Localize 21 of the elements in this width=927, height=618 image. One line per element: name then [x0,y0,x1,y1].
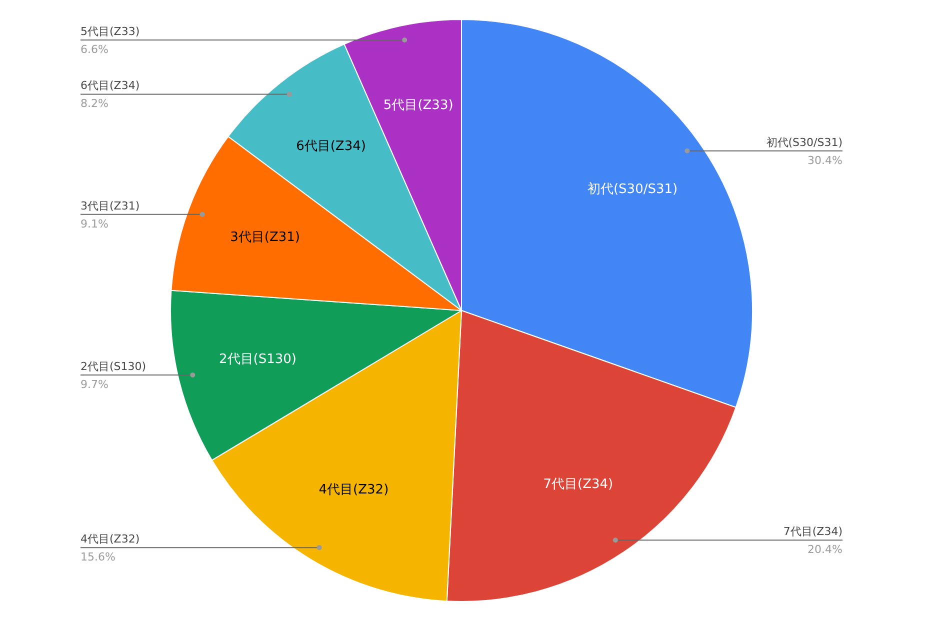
data-label: 15.6% [80,550,116,564]
data-label: 20.4% [808,543,843,556]
slice-label: 6代目(Z34) [296,139,366,154]
data-label: 9.1% [80,217,108,230]
slice-label: 2代目(S130) [80,360,146,374]
slice-label: 5代目(Z33) [80,24,140,38]
slice-label: 2代目(S130) [219,352,297,367]
slice-label: 3代目(Z31) [80,199,140,212]
slice-label: 6代目(Z34) [80,79,140,92]
slice-label: 5代目(Z33) [383,98,454,113]
slice-label: 4代目(Z32) [80,532,140,546]
slice-label: 初代(S30/S31) [766,136,842,149]
data-label: 30.4% [808,154,843,167]
slice-label: 3代目(Z31) [230,230,300,246]
slice-label: 初代(S30/S31) [587,182,678,197]
slice-label: 7代目(Z34) [783,525,843,538]
slice-label: 4代目(Z32) [318,482,389,498]
data-label: 9.7% [80,378,108,392]
slice-label: 7代目(Z34) [543,477,614,492]
data-label: 8.2% [80,97,108,110]
data-label: 6.6% [80,42,108,56]
